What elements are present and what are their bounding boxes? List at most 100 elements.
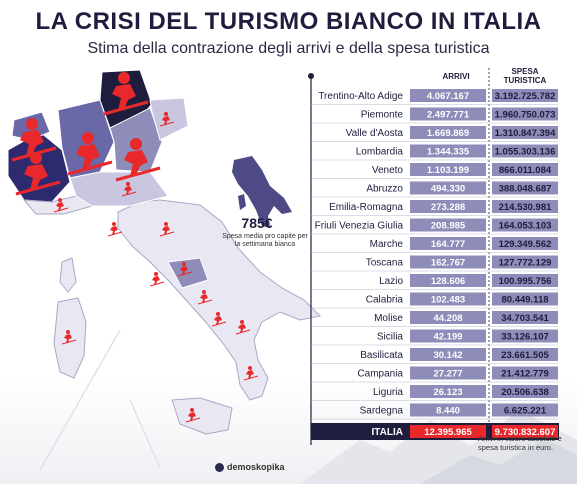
arrivi-value: 494.330 [431, 184, 465, 195]
total-arrivi-bar [410, 425, 486, 438]
spesa-value: 21.412.779 [501, 369, 549, 380]
spesa-bar [492, 200, 558, 213]
arrivi-bar [410, 237, 486, 250]
footnote: Arrivi in valore assoluto e spesa turist… [478, 434, 562, 452]
total-label: ITALIA [372, 427, 403, 438]
spesa-value: 214.530.981 [499, 202, 553, 213]
arrivi-value: 1.344.335 [427, 147, 470, 158]
logo-mark-icon [215, 462, 224, 472]
spesa-bar [492, 144, 558, 158]
logo-text: demoskopika [227, 462, 285, 472]
spesa-media-label: Spesa media pro capite per la settimana … [222, 233, 308, 248]
arrivi-value: 162.767 [431, 258, 465, 269]
ski-trail [39, 329, 161, 471]
spesa-bar [492, 107, 558, 121]
arrivi-value: 27.277 [433, 369, 462, 380]
total-spesa-bar [492, 425, 558, 438]
arrivi-bar [410, 274, 486, 287]
spesa-value: 388.048.687 [499, 184, 552, 195]
spesa-bar [492, 255, 558, 269]
page-title: LA CRISI DEL TURISMO BIANCO IN ITALIA [35, 8, 542, 35]
spesa-value: 33.126.107 [501, 332, 549, 343]
region-label: Sicilia [377, 332, 404, 343]
region-label: Basilicata [360, 350, 403, 361]
spesa-bar [492, 274, 558, 287]
spesa-bar [492, 163, 558, 176]
arrivi-bar [410, 181, 486, 195]
region-label: Sardegna [360, 406, 404, 417]
table-axis-dot [308, 73, 314, 79]
arrivi-bar [410, 144, 486, 158]
spesa-media-value: 785€ [241, 215, 273, 231]
arrivi-bar [410, 311, 486, 324]
spesa-value: 129.349.562 [499, 239, 552, 250]
arrivi-bar [410, 200, 486, 213]
arrivi-bar [410, 292, 486, 306]
spesa-value: 1.960.750.073 [495, 110, 556, 121]
region-label: Campania [357, 369, 403, 380]
spesa-value: 100.995.756 [499, 276, 552, 287]
map-sicily [171, 397, 233, 435]
spesa-value: 1.055.303.136 [495, 147, 556, 158]
arrivi-value: 8.440 [436, 406, 460, 417]
arrivi-bar [410, 348, 486, 361]
spesa-value: 127.772.129 [499, 258, 552, 269]
spesa-value: 866.011.084 [499, 165, 552, 176]
map-corsica [59, 257, 77, 293]
spesa-bar [492, 311, 558, 324]
arrivi-value: 30.142 [433, 350, 462, 361]
total-spesa-value: 9.730.832.607 [495, 427, 556, 438]
region-label: Calabria [366, 295, 404, 306]
spesa-value: 3.192.725.782 [495, 91, 556, 102]
arrivi-bar [410, 366, 486, 380]
region-label: Lombardia [356, 147, 404, 158]
spesa-value: 164.053.103 [499, 221, 552, 232]
arrivi-value: 1.103.199 [427, 165, 469, 176]
region-label: Lazio [379, 276, 403, 287]
arrivi-value: 2.497.771 [427, 110, 470, 121]
region-label: Marche [370, 239, 404, 250]
spesa-value: 20.506.638 [501, 387, 549, 398]
spesa-bar [492, 348, 558, 361]
spesa-value: 80.449.118 [501, 295, 548, 306]
spesa-bar [492, 181, 558, 195]
region-label: Valle d'Aosta [346, 128, 404, 139]
arrivi-bar [410, 89, 486, 102]
arrivi-value: 208.985 [431, 221, 466, 232]
spesa-bar [492, 403, 558, 417]
map-peninsula [117, 199, 322, 401]
col-header-arrivi: ARRIVI [442, 72, 470, 81]
spesa-value: 34.703.541 [501, 313, 549, 324]
spesa-bar [492, 237, 558, 250]
arrivi-value: 1.669.869 [427, 128, 469, 139]
arrivi-bar [410, 126, 486, 139]
spesa-value: 1.310.847.394 [495, 128, 556, 139]
spesa-value: 6.625.221 [504, 406, 547, 417]
spesa-value: 23.661.505 [501, 350, 549, 361]
arrivi-bar [410, 329, 486, 343]
map-emilia [69, 171, 169, 207]
region-label: Friuli Venezia Giulia [315, 221, 404, 232]
spesa-bar [492, 385, 558, 398]
arrivi-bar [410, 107, 486, 121]
arrivi-bar [410, 385, 486, 398]
region-label: Trentino-Alto Adige [318, 91, 403, 102]
region-label: Molise [374, 313, 403, 324]
total-arrivi-value: 12.395.965 [424, 427, 472, 438]
inset-italy-map [232, 156, 292, 228]
arrivi-bar [410, 255, 486, 269]
region-label: Emilia-Romagna [329, 202, 403, 213]
arrivi-value: 102.483 [431, 295, 465, 306]
brand-logo: demoskopika [215, 462, 285, 472]
arrivi-bar [410, 403, 486, 417]
arrivi-value: 164.777 [431, 239, 465, 250]
arrivi-value: 26.123 [433, 387, 462, 398]
arrivi-bar [410, 163, 486, 176]
spesa-bar [492, 218, 558, 232]
arrivi-bar [410, 218, 486, 232]
col-header-spesa: SPESA TURISTICA [503, 67, 547, 85]
inset-sardinia [238, 194, 246, 210]
spesa-bar [492, 329, 558, 343]
